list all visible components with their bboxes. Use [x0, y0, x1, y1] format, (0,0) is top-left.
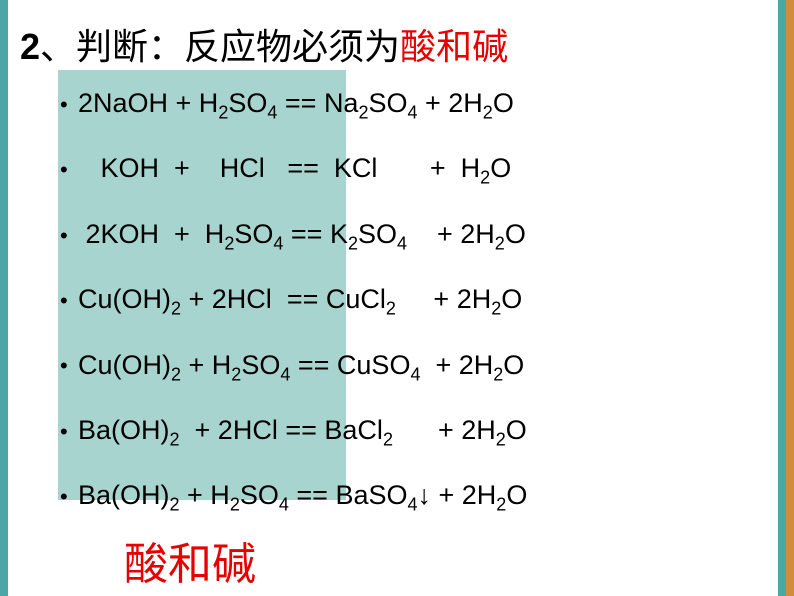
- equation-row: •2NaOH + H2SO4 == Na2SO4 + 2H2O: [60, 88, 770, 123]
- equation-rhs: CuSO4 + 2H2O: [337, 350, 524, 380]
- equation-row: •Cu(OH)2 + 2HCl == CuCl2 + 2H2O: [60, 284, 770, 319]
- equation-equals: ==: [287, 284, 319, 314]
- equation-row: • KOH + HCl == KCl + H2O: [60, 153, 770, 188]
- title-red: 酸和碱: [400, 27, 508, 67]
- footer-label: 酸和碱: [124, 528, 256, 592]
- equation-rhs: BaSO4↓ + 2H2O: [335, 480, 527, 510]
- equation-lhs: KOH + HCl: [78, 153, 280, 183]
- bullet-icon: •: [60, 157, 78, 183]
- equation-equals: ==: [296, 480, 328, 510]
- bullet-icon: •: [60, 419, 78, 445]
- border-right-orange: [786, 0, 794, 596]
- equation-rhs: KCl + H2O: [326, 153, 511, 183]
- equation-lhs: Ba(OH)2 + H2SO4: [78, 480, 289, 510]
- slide-title: 2、判断：反应物必须为酸和碱: [20, 18, 770, 70]
- equation-lhs: Cu(OH)2 + 2HCl: [78, 284, 279, 314]
- equation-row: • 2KOH + H2SO4 == K2SO4 + 2H2O: [60, 219, 770, 254]
- equation-lhs: Cu(OH)2 + H2SO4: [78, 350, 290, 380]
- border-right-teal: [778, 0, 786, 596]
- equation-lhs: 2KOH + H2SO4: [78, 219, 283, 249]
- border-left: [0, 0, 8, 596]
- bullet-icon: •: [60, 223, 78, 249]
- equation-rhs: K2SO4 + 2H2O: [330, 219, 526, 249]
- equation-equals: ==: [285, 88, 317, 118]
- equation-row: •Cu(OH)2 + H2SO4 == CuSO4 + 2H2O: [60, 350, 770, 385]
- equation-rhs: Na2SO4 + 2H2O: [324, 88, 514, 118]
- equation-row: •Ba(OH)2 + H2SO4 == BaSO4↓ + 2H2O: [60, 480, 770, 515]
- title-number: 2: [20, 26, 40, 67]
- equation-equals: ==: [291, 219, 323, 249]
- bullet-icon: •: [60, 353, 78, 379]
- bullet-icon: •: [60, 288, 78, 314]
- bullet-icon: •: [60, 484, 78, 510]
- equation-rhs: CuCl2 + 2H2O: [326, 284, 522, 314]
- equation-equals: ==: [285, 415, 317, 445]
- title-black: 判断：反应物必须为: [76, 27, 400, 67]
- equation-equals: ==: [298, 350, 330, 380]
- slide-content: 2、判断：反应物必须为酸和碱 •2NaOH + H2SO4 == Na2SO4 …: [20, 18, 770, 546]
- equation-row: •Ba(OH)2 + 2HCl == BaCl2 + 2H2O: [60, 415, 770, 450]
- bullet-icon: •: [60, 92, 78, 118]
- equation-lhs: 2NaOH + H2SO4: [78, 88, 277, 118]
- equation-list: •2NaOH + H2SO4 == Na2SO4 + 2H2O• KOH + H…: [60, 88, 770, 516]
- title-separator: 、: [40, 27, 76, 67]
- equation-rhs: BaCl2 + 2H2O: [324, 415, 526, 445]
- equation-lhs: Ba(OH)2 + 2HCl: [78, 415, 278, 445]
- equation-equals: ==: [287, 153, 319, 183]
